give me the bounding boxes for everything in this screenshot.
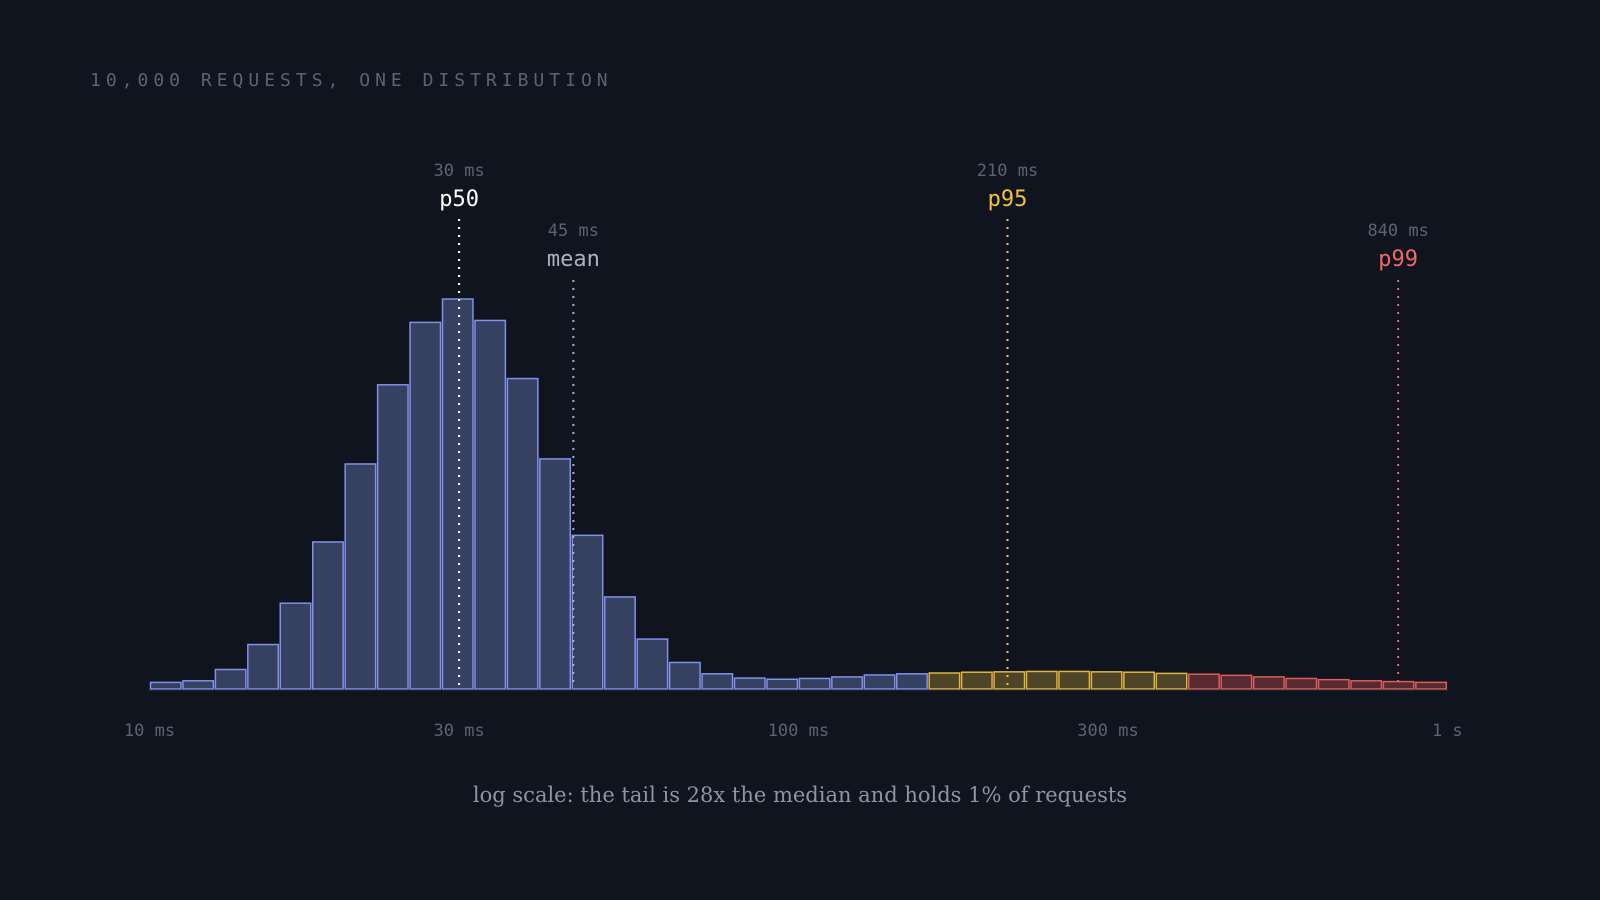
- histogram-bar: [831, 676, 864, 690]
- x-tick-label: 10 ms: [124, 721, 175, 741]
- marker-label-p50: p50: [439, 187, 479, 212]
- histogram-bar: [506, 377, 539, 690]
- marker-label-p99: p99: [1378, 247, 1418, 272]
- x-axis-ticks: 10 ms 30 ms 100 ms 300 ms 1 s: [124, 721, 1463, 741]
- histogram-bar: [1285, 677, 1318, 690]
- histogram-bar: [1220, 674, 1253, 690]
- histogram-bar: [376, 384, 409, 690]
- x-tick-label: 1 s: [1432, 721, 1463, 741]
- marker-value-p99: 840 ms: [1367, 221, 1428, 241]
- histogram-bar: [1252, 676, 1285, 690]
- chart-caption: log scale: the tail is 28x the median an…: [472, 783, 1128, 807]
- histogram-bar: [1123, 671, 1156, 690]
- histogram-bar: [1155, 672, 1188, 690]
- histogram-bar: [214, 668, 247, 690]
- histogram-bar: [409, 321, 442, 690]
- histogram-bar: [863, 674, 896, 690]
- histogram-bar: [701, 673, 734, 690]
- histogram-bar: [798, 677, 831, 690]
- marker-value-mean: 45 ms: [548, 221, 599, 241]
- histogram-bar: [279, 602, 312, 690]
- histogram-bar: [1090, 671, 1123, 690]
- histogram-bar: [1350, 680, 1383, 690]
- x-tick-label: 300 ms: [1077, 721, 1138, 741]
- histogram-bar: [668, 661, 701, 690]
- histogram-bars: [149, 298, 1448, 690]
- histogram-bar: [182, 680, 215, 690]
- histogram-bar: [928, 672, 961, 690]
- x-tick-label: 100 ms: [768, 721, 829, 741]
- marker-label-mean: mean: [547, 247, 600, 272]
- histogram-bar: [539, 458, 572, 690]
- page-title: 10,000 REQUESTS, ONE DISTRIBUTION: [90, 70, 613, 91]
- histogram-bar: [603, 596, 636, 690]
- histogram-bar: [895, 673, 928, 690]
- histogram-bar: [1187, 673, 1220, 690]
- histogram-bar: [1382, 680, 1415, 690]
- marker-value-p50: 30 ms: [434, 161, 485, 181]
- histogram-bar: [1317, 678, 1350, 690]
- histogram-bar: [1025, 670, 1058, 690]
- histogram-bar: [247, 643, 280, 690]
- histogram-bar: [441, 298, 474, 690]
- histogram-bar: [311, 541, 344, 690]
- histogram-bar: [149, 681, 182, 690]
- percentile-markers: 30 ms p50 45 ms mean 210 ms p95 840 ms p99: [434, 161, 1429, 686]
- histogram-bar: [344, 463, 377, 690]
- histogram-bar: [733, 677, 766, 690]
- x-tick-label: 30 ms: [434, 721, 485, 741]
- histogram-bar: [960, 671, 993, 690]
- histogram-bar: [1415, 681, 1448, 690]
- marker-value-p95: 210 ms: [977, 161, 1038, 181]
- histogram-bar: [1058, 670, 1091, 690]
- marker-label-p95: p95: [988, 187, 1028, 212]
- histogram-bar: [766, 678, 799, 690]
- histogram-bar: [474, 319, 507, 690]
- histogram-bar: [636, 638, 669, 690]
- histogram-bar: [571, 534, 604, 690]
- histogram-bar: [993, 671, 1026, 690]
